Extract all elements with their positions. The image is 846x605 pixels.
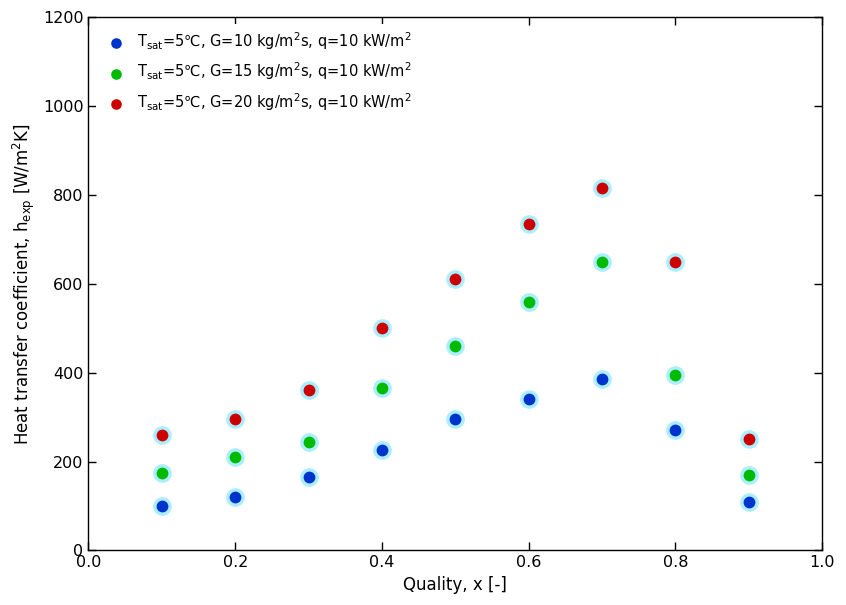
Point	[302, 437, 316, 446]
Point	[742, 497, 755, 506]
$\mathregular{T_{sat}}$=5℃, G=20 kg/m$\mathregular{^2}$s, q=10 kW/m$\mathregular{^2}$	[228, 414, 242, 424]
$\mathregular{T_{sat}}$=5℃, G=10 kg/m$\mathregular{^2}$s, q=10 kW/m$\mathregular{^2}$	[448, 414, 462, 424]
$\mathregular{T_{sat}}$=5℃, G=15 kg/m$\mathregular{^2}$s, q=10 kW/m$\mathregular{^2}$	[448, 341, 462, 351]
Point	[668, 370, 682, 380]
$\mathregular{T_{sat}}$=5℃, G=15 kg/m$\mathregular{^2}$s, q=10 kW/m$\mathregular{^2}$	[742, 470, 755, 480]
$\mathregular{T_{sat}}$=5℃, G=10 kg/m$\mathregular{^2}$s, q=10 kW/m$\mathregular{^2}$	[228, 492, 242, 502]
$\mathregular{T_{sat}}$=5℃, G=20 kg/m$\mathregular{^2}$s, q=10 kW/m$\mathregular{^2}$	[302, 385, 316, 395]
Point	[228, 453, 242, 462]
Point	[228, 492, 242, 502]
Point	[228, 414, 242, 424]
Point	[596, 374, 609, 384]
$\mathregular{T_{sat}}$=5℃, G=15 kg/m$\mathregular{^2}$s, q=10 kW/m$\mathregular{^2}$	[668, 370, 682, 380]
$\mathregular{T_{sat}}$=5℃, G=10 kg/m$\mathregular{^2}$s, q=10 kW/m$\mathregular{^2}$	[668, 426, 682, 436]
Point	[742, 470, 755, 480]
Point	[155, 501, 168, 511]
Y-axis label: Heat transfer coefficient, $\mathregular{h_{exp}}$ [W/m$\mathregular{^2}$K]: Heat transfer coefficient, $\mathregular…	[11, 123, 37, 445]
$\mathregular{T_{sat}}$=5℃, G=10 kg/m$\mathregular{^2}$s, q=10 kW/m$\mathregular{^2}$	[742, 497, 755, 506]
$\mathregular{T_{sat}}$=5℃, G=10 kg/m$\mathregular{^2}$s, q=10 kW/m$\mathregular{^2}$	[155, 501, 168, 511]
Point	[302, 473, 316, 482]
$\mathregular{T_{sat}}$=5℃, G=20 kg/m$\mathregular{^2}$s, q=10 kW/m$\mathregular{^2}$	[448, 275, 462, 284]
$\mathregular{T_{sat}}$=5℃, G=15 kg/m$\mathregular{^2}$s, q=10 kW/m$\mathregular{^2}$	[522, 296, 536, 306]
$\mathregular{T_{sat}}$=5℃, G=20 kg/m$\mathregular{^2}$s, q=10 kW/m$\mathregular{^2}$	[155, 430, 168, 440]
Point	[522, 394, 536, 404]
Point	[375, 446, 388, 456]
$\mathregular{T_{sat}}$=5℃, G=15 kg/m$\mathregular{^2}$s, q=10 kW/m$\mathregular{^2}$	[228, 453, 242, 462]
$\mathregular{T_{sat}}$=5℃, G=10 kg/m$\mathregular{^2}$s, q=10 kW/m$\mathregular{^2}$	[302, 473, 316, 482]
$\mathregular{T_{sat}}$=5℃, G=20 kg/m$\mathregular{^2}$s, q=10 kW/m$\mathregular{^2}$	[668, 257, 682, 266]
$\mathregular{T_{sat}}$=5℃, G=15 kg/m$\mathregular{^2}$s, q=10 kW/m$\mathregular{^2}$	[302, 437, 316, 446]
$\mathregular{T_{sat}}$=5℃, G=20 kg/m$\mathregular{^2}$s, q=10 kW/m$\mathregular{^2}$	[596, 183, 609, 193]
Point	[448, 341, 462, 351]
X-axis label: Quality, x [-]: Quality, x [-]	[404, 576, 508, 594]
Point	[375, 324, 388, 333]
Point	[742, 434, 755, 444]
Point	[596, 257, 609, 266]
$\mathregular{T_{sat}}$=5℃, G=15 kg/m$\mathregular{^2}$s, q=10 kW/m$\mathregular{^2}$	[155, 468, 168, 477]
$\mathregular{T_{sat}}$=5℃, G=15 kg/m$\mathregular{^2}$s, q=10 kW/m$\mathregular{^2}$	[596, 257, 609, 266]
Point	[596, 183, 609, 193]
$\mathregular{T_{sat}}$=5℃, G=20 kg/m$\mathregular{^2}$s, q=10 kW/m$\mathregular{^2}$	[742, 434, 755, 444]
Point	[522, 219, 536, 229]
Point	[522, 296, 536, 306]
$\mathregular{T_{sat}}$=5℃, G=10 kg/m$\mathregular{^2}$s, q=10 kW/m$\mathregular{^2}$	[375, 446, 388, 456]
$\mathregular{T_{sat}}$=5℃, G=15 kg/m$\mathregular{^2}$s, q=10 kW/m$\mathregular{^2}$	[375, 384, 388, 393]
$\mathregular{T_{sat}}$=5℃, G=20 kg/m$\mathregular{^2}$s, q=10 kW/m$\mathregular{^2}$	[522, 219, 536, 229]
$\mathregular{T_{sat}}$=5℃, G=10 kg/m$\mathregular{^2}$s, q=10 kW/m$\mathregular{^2}$	[522, 394, 536, 404]
Point	[155, 468, 168, 477]
Point	[302, 385, 316, 395]
Point	[668, 257, 682, 266]
Point	[375, 384, 388, 393]
Point	[668, 426, 682, 436]
Point	[448, 275, 462, 284]
Legend: $\mathregular{T_{sat}}$=5℃, G=10 kg/m$\mathregular{^2}$s, q=10 kW/m$\mathregular: $\mathregular{T_{sat}}$=5℃, G=10 kg/m$\m…	[96, 24, 417, 119]
Point	[448, 414, 462, 424]
Point	[155, 430, 168, 440]
$\mathregular{T_{sat}}$=5℃, G=20 kg/m$\mathregular{^2}$s, q=10 kW/m$\mathregular{^2}$	[375, 324, 388, 333]
$\mathregular{T_{sat}}$=5℃, G=10 kg/m$\mathregular{^2}$s, q=10 kW/m$\mathregular{^2}$	[596, 374, 609, 384]
